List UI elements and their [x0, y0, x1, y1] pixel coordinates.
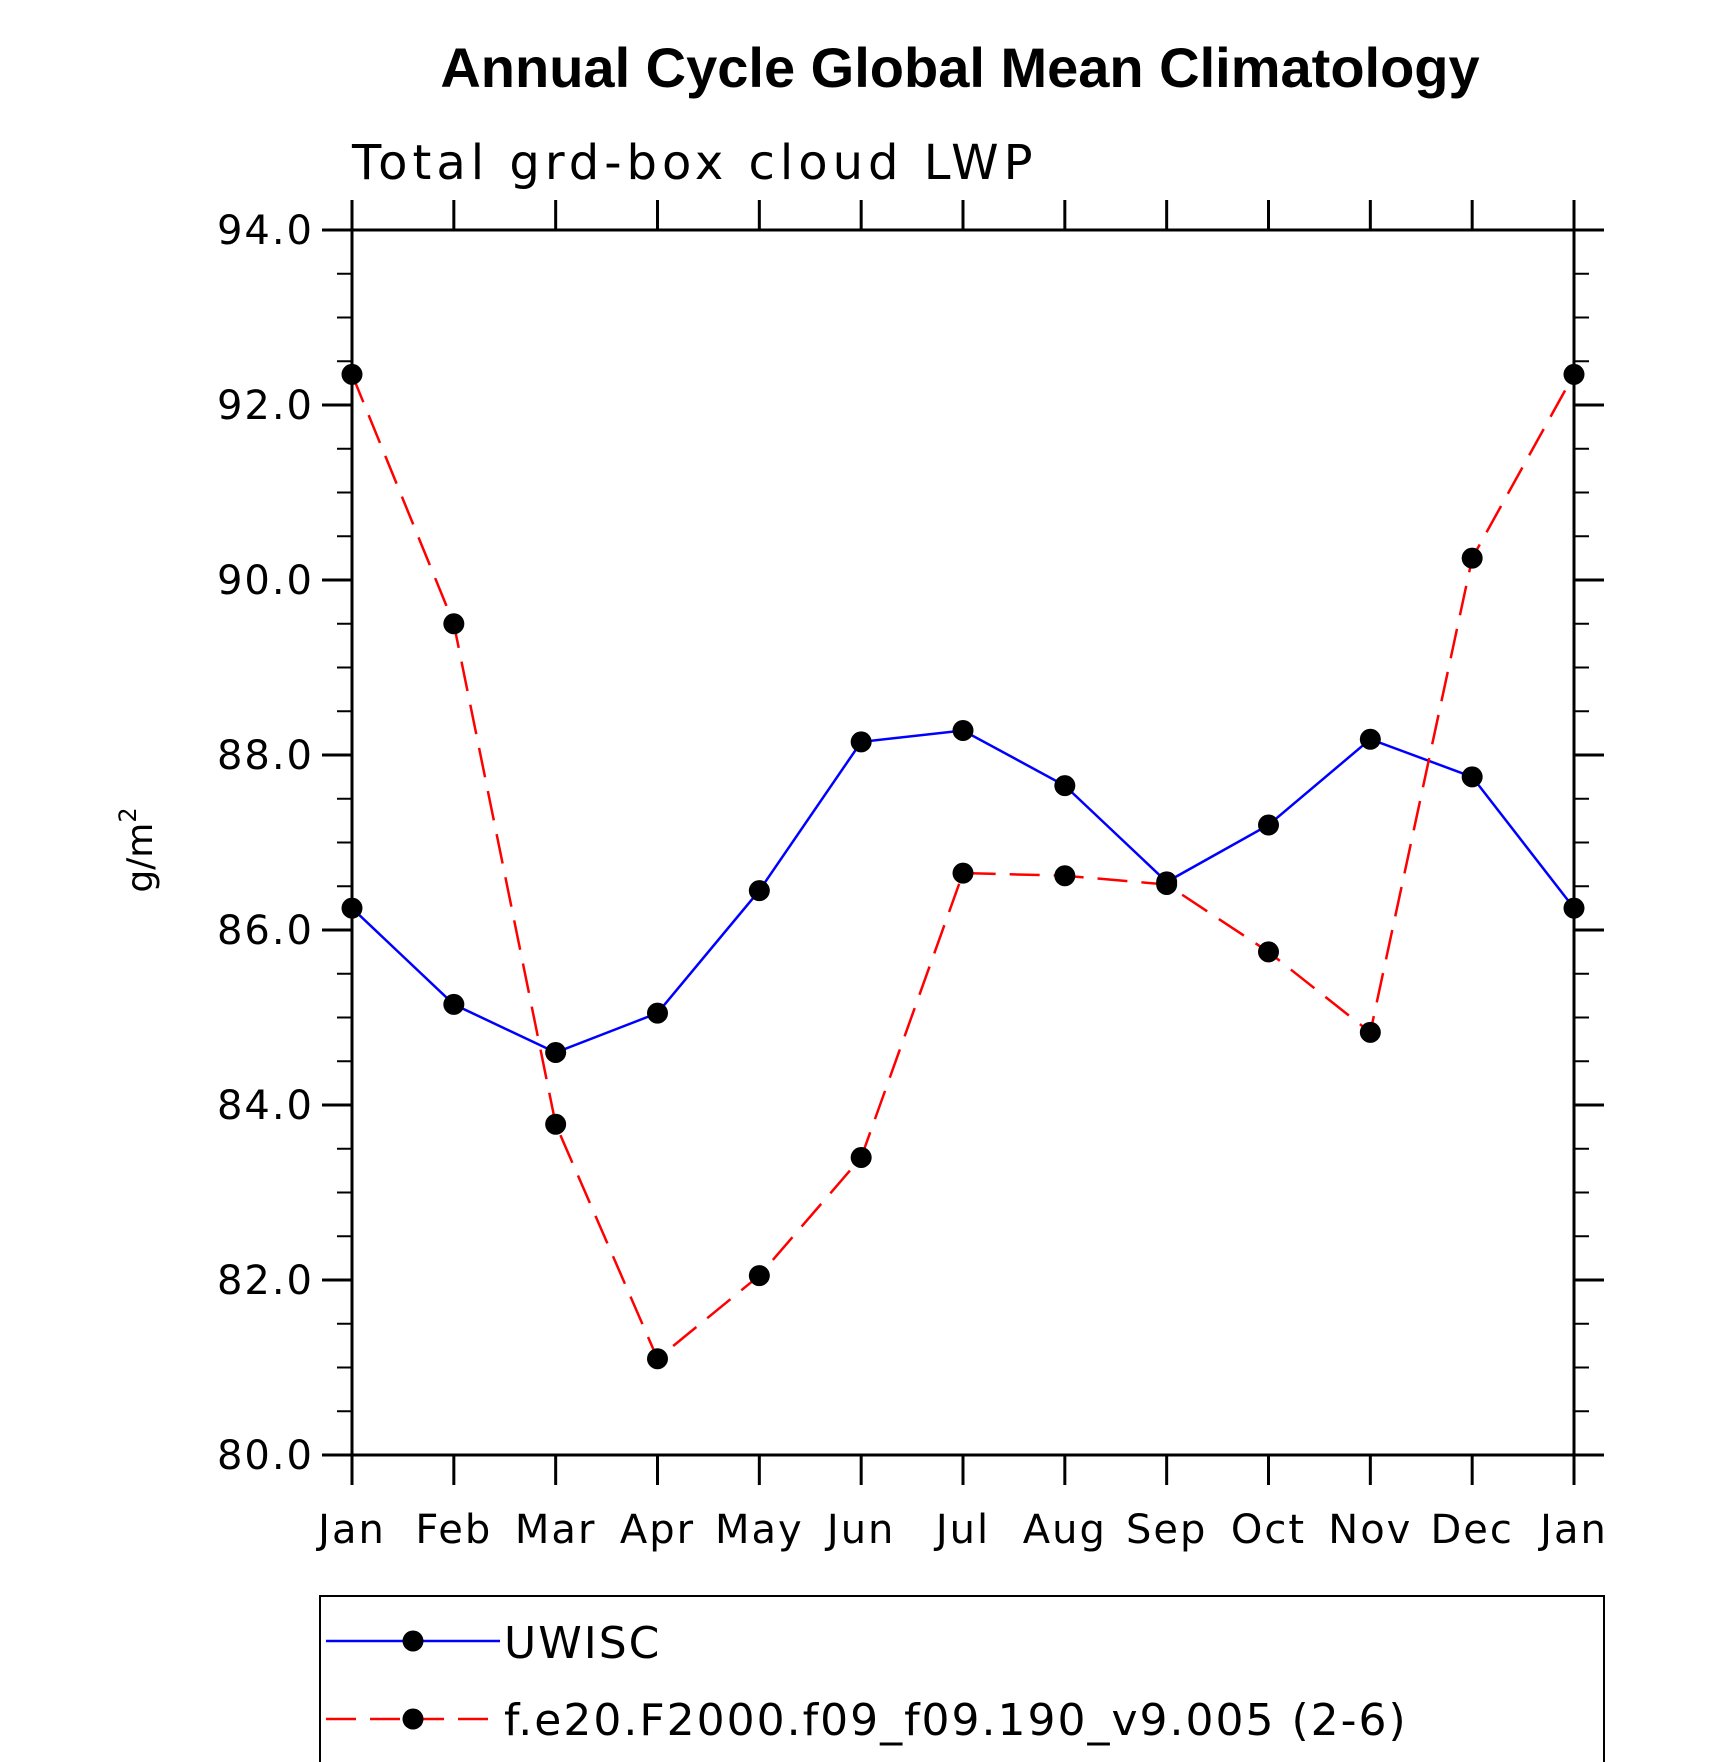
legend-marker-series-2	[402, 1708, 424, 1730]
series-2-point	[748, 1265, 770, 1287]
chart-title: Annual Cycle Global Mean Climatology	[440, 36, 1479, 99]
plot-frame	[350, 228, 1576, 1457]
series-2-point	[1563, 363, 1585, 385]
x-tick-label: Mar	[515, 1507, 596, 1553]
legend-marker-series-1	[402, 1630, 424, 1652]
series-1-point	[850, 731, 872, 753]
series-1-point	[545, 1042, 567, 1063]
series-2-point	[1461, 547, 1483, 569]
y-tick-label: 84.0	[217, 1083, 314, 1129]
series-2-point	[850, 1147, 872, 1168]
series-1-point	[1359, 728, 1381, 750]
legend-label-series-1: UWISC	[504, 1618, 661, 1669]
series-1-point	[1258, 814, 1279, 836]
y-tick-label: 94.0	[217, 208, 314, 254]
tick-labels: 80.0 82.0 84.0 86.0 88.0 90.0 92.0 94.0 Jan Feb Ma…	[217, 208, 1608, 1553]
series-1-point	[952, 720, 974, 741]
legend-box	[319, 1595, 1605, 1762]
x-tick-label: May	[715, 1507, 804, 1553]
y-tick-label: 86.0	[217, 908, 314, 954]
x-tick-label: Nov	[1328, 1507, 1412, 1553]
y-axis-label-superscript: 2	[114, 807, 142, 822]
x-tick-label: Aug	[1023, 1507, 1107, 1553]
series-2-point	[952, 862, 974, 884]
series-2-point	[1258, 941, 1279, 963]
y-tick-label: 88.0	[217, 733, 314, 779]
series-2-point	[1054, 865, 1076, 887]
series-1-point	[1054, 775, 1076, 797]
series-2-point	[443, 613, 465, 635]
series-2-point	[1359, 1021, 1381, 1043]
series-2-point	[545, 1113, 567, 1135]
x-tick-label: Feb	[415, 1507, 492, 1553]
series-layer	[341, 363, 1585, 1370]
y-axis-label: g/m	[120, 823, 161, 893]
x-tick-label: Jun	[824, 1507, 896, 1553]
legend-items	[326, 1630, 500, 1730]
series-1-point	[748, 880, 770, 902]
x-tick-label: Dec	[1430, 1507, 1513, 1553]
y-axis-title: g/m2	[114, 807, 161, 892]
axes	[322, 200, 1604, 1485]
series-2-point	[341, 363, 363, 385]
x-tick-label: Jul	[933, 1507, 990, 1553]
y-tick-label: 80.0	[217, 1433, 314, 1479]
x-tick-label: Jan	[315, 1507, 386, 1553]
series-1-point	[1563, 897, 1585, 919]
chart-subtitle: Total grd-box cloud LWP	[351, 135, 1038, 191]
series-1-point	[1461, 766, 1483, 788]
x-tick-label: Apr	[620, 1507, 695, 1553]
series-1-point	[443, 993, 465, 1015]
x-tick-label: Oct	[1231, 1507, 1306, 1553]
legend-label-series-2: f.e20.F2000.f09_f09.190_v9.005 (2-6)	[504, 1695, 1408, 1746]
x-tick-label: Jan	[1537, 1507, 1608, 1553]
y-tick-label: 82.0	[217, 1258, 314, 1304]
series-1-point	[647, 1002, 668, 1024]
y-tick-label: 90.0	[217, 558, 314, 604]
x-tick-label: Sep	[1126, 1507, 1207, 1553]
series-1-point	[341, 897, 363, 919]
y-tick-label: 92.0	[217, 383, 314, 429]
series-2-point	[647, 1348, 668, 1370]
svg-text:g/m2: g/m2	[114, 807, 161, 892]
series-2-point	[1156, 874, 1178, 895]
legend: UWISC f.e20.F2000.f09_f09.190_v9.005 (2-…	[319, 1595, 1605, 1762]
series-1-line	[351, 729, 1575, 1054]
